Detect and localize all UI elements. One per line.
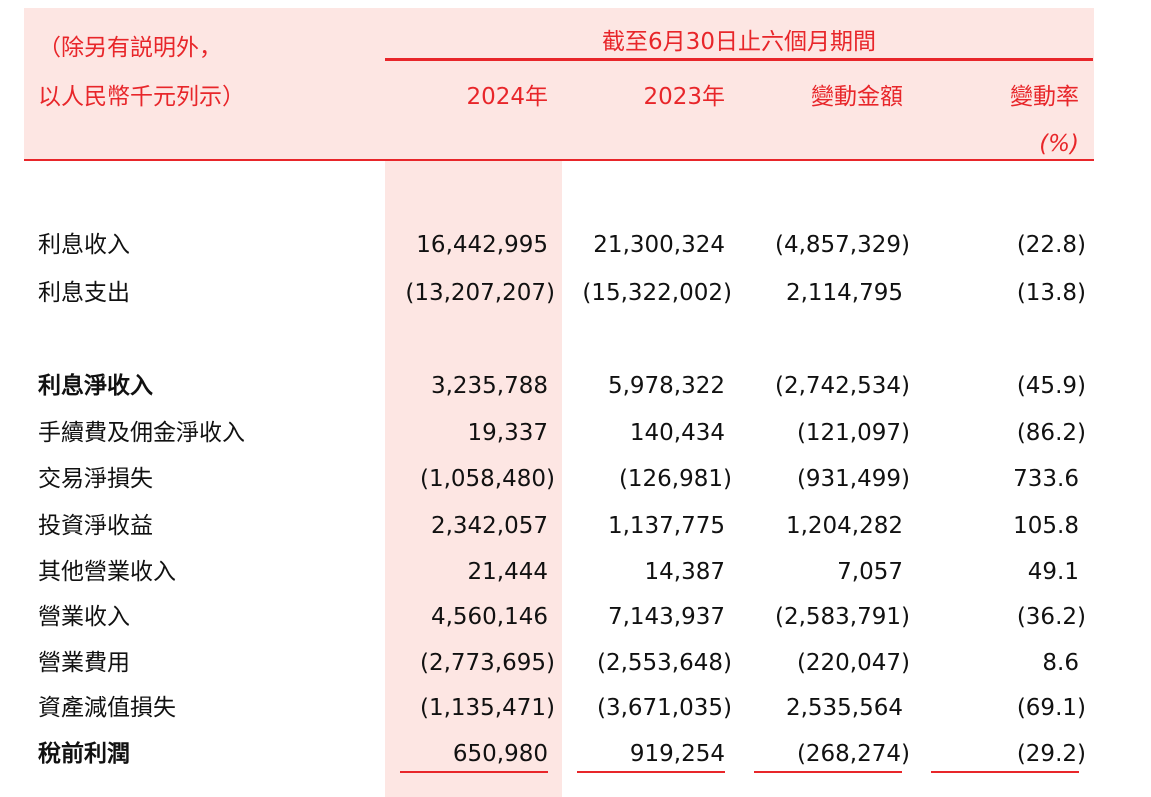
row-label: 投資淨收益 [38, 513, 153, 539]
cell-2023: 919,254 [629, 741, 725, 767]
cell-2023: 140,434 [629, 420, 725, 446]
cell-rate: (22.8) [1016, 232, 1086, 258]
cell-rate: 733.6 [1013, 466, 1079, 492]
cell-2024: (13,207,207) [405, 280, 555, 306]
cell-change: (4,857,329) [774, 232, 910, 258]
column-header-rate-unit: (%) [1039, 131, 1079, 157]
cell-change: (2,583,791) [774, 604, 910, 630]
row-label: 利息淨收入 [38, 373, 153, 399]
row-label: 手續費及佣金淨收入 [38, 420, 245, 446]
cell-change: (220,047) [796, 650, 910, 676]
cell-2024: (2,773,695) [419, 650, 555, 676]
cell-2023: 21,300,324 [593, 232, 725, 258]
cell-2024: 650,980 [452, 741, 548, 767]
cell-rate: 105.8 [1013, 513, 1079, 539]
row-label: 稅前利潤 [38, 741, 130, 767]
period-underline [385, 58, 1093, 61]
cell-rate: (29.2) [1016, 741, 1086, 767]
cell-2024: 19,337 [467, 420, 548, 446]
cell-rate: (13.8) [1016, 280, 1086, 306]
cell-2024: 4,560,146 [430, 604, 548, 630]
cell-rate: (86.2) [1016, 420, 1086, 446]
row-label: 營業費用 [38, 650, 130, 676]
cell-change: 2,535,564 [785, 695, 903, 721]
row-label: 營業收入 [38, 604, 130, 630]
cell-2023: (126,981) [618, 466, 732, 492]
cell-2023: (2,553,648) [596, 650, 732, 676]
cell-change: (2,742,534) [774, 373, 910, 399]
row-label: 交易淨損失 [38, 466, 153, 492]
cell-change: (121,097) [796, 420, 910, 446]
cell-2023: 5,978,322 [607, 373, 725, 399]
cell-2024: 3,235,788 [430, 373, 548, 399]
column-header-2024: 2024年 [466, 84, 548, 110]
cell-rate: (36.2) [1016, 604, 1086, 630]
cell-2023: 1,137,775 [607, 513, 725, 539]
cell-2024: 21,444 [467, 559, 548, 585]
cell-change: 2,114,795 [785, 280, 903, 306]
cell-change: (931,499) [796, 466, 910, 492]
cell-rate: (69.1) [1016, 695, 1086, 721]
period-heading: 截至6月30日止六個月期間 [602, 29, 876, 55]
column-header-change: 變動金額 [811, 84, 903, 110]
column-header-rate: 變動率 [1010, 84, 1079, 110]
row-label: 資產減值損失 [38, 695, 176, 721]
cell-2024: 2,342,057 [430, 513, 548, 539]
cell-2023: 14,387 [644, 559, 725, 585]
cell-change: 1,204,282 [785, 513, 903, 539]
row-label: 利息支出 [38, 280, 130, 306]
row-label: 其他營業收入 [38, 559, 176, 585]
total-underline-2023 [577, 771, 725, 773]
unit-note-line2: 以人民幣千元列示） [38, 84, 245, 110]
total-underline-rate [931, 771, 1079, 773]
cell-2024: 16,442,995 [416, 232, 548, 258]
total-underline-change [754, 771, 902, 773]
cell-2023: 7,143,937 [607, 604, 725, 630]
cell-rate: 8.6 [1042, 650, 1079, 676]
row-label: 利息收入 [38, 232, 130, 258]
table-header-background [24, 8, 1094, 160]
cell-change: 7,057 [837, 559, 903, 585]
header-bottom-rule [24, 159, 1094, 161]
cell-rate: 49.1 [1027, 559, 1079, 585]
total-underline-2024 [400, 771, 548, 773]
cell-2023: (15,322,002) [582, 280, 732, 306]
column-header-2023: 2023年 [643, 84, 725, 110]
column-2024-highlight [385, 160, 562, 797]
cell-2024: (1,135,471) [419, 695, 555, 721]
cell-2023: (3,671,035) [596, 695, 732, 721]
cell-rate: (45.9) [1016, 373, 1086, 399]
unit-note-line1: （除另有説明外， [38, 35, 222, 61]
cell-2024: (1,058,480) [419, 466, 555, 492]
cell-change: (268,274) [796, 741, 910, 767]
